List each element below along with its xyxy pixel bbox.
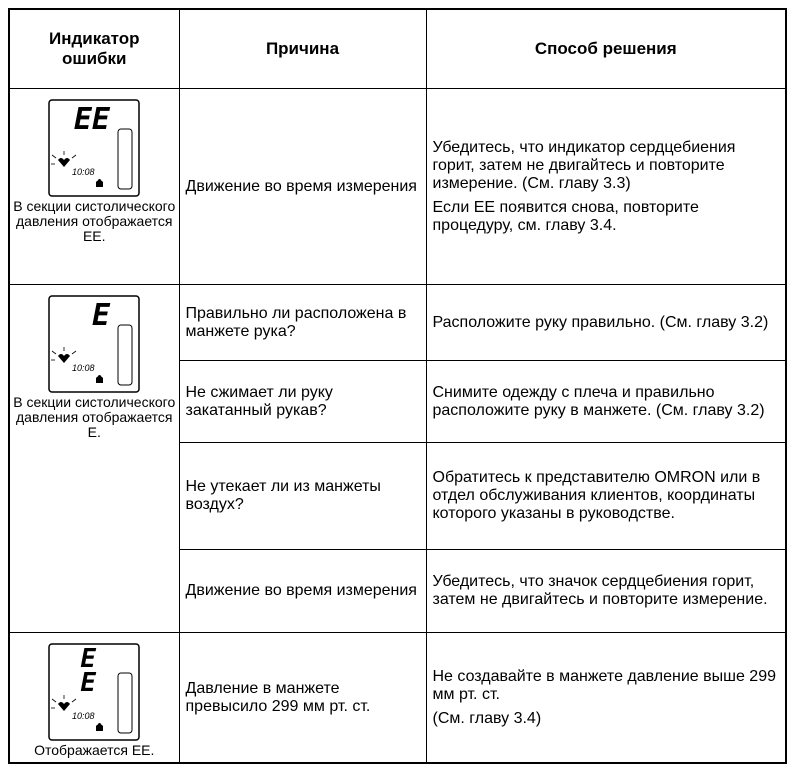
lcd-digits: E [81,644,97,674]
cause-cell: Давление в манжете превысило 299 мм рт. … [178,632,427,764]
lcd-display: E 10:08 [48,295,140,393]
solution-text: Убедитесь, что значок сердцебиения горит… [432,573,768,608]
error-table: Индикатор ошибки Причина Способ решения EE 1… [8,8,787,764]
indicator-cell: E E 10:08 Отображается EE. [8,632,180,764]
solution-cell: Убедитесь, что значок сердцебиения горит… [425,549,787,633]
heart-icon [58,158,71,167]
lcd-frame [48,99,140,197]
table-row: E E 10:08 Отображается EE. Давление в манжет… [8,632,787,764]
lcd-bar [117,672,133,734]
solution-cell: Расположите руку правильно. (См. главу 3… [425,284,787,361]
heart-icon [58,702,71,711]
cause-cell: Движение во время измерения [178,549,427,633]
lcd-frame [48,295,140,393]
solution-cell: Убедитесь, что индикатор сердцебиения го… [425,88,787,285]
indicator-caption: В секции систолического давления отображ… [13,198,176,244]
solution-cell: Не создавайте в манжете давление выше 29… [425,632,787,764]
indicator-cell: EE 10:08 В секции систолического давления … [8,88,180,285]
solution-text: (См. главу 3.4) [432,709,542,727]
heart-ray [52,698,57,703]
table-row: Не утекает ли из манжеты воздух? Обратите… [9,442,787,550]
table-row: Не сжимает ли руку закатанный рукав? Сним… [9,360,787,443]
user-icon [96,179,104,187]
cause-cell: Не сжимает ли руку закатанный рукав? [178,360,427,443]
solution-text: Убедитесь, что индикатор сердцебиения го… [432,138,736,192]
heart-ray [52,350,57,355]
indicator-caption: В секции систолического давления отображ… [13,394,176,440]
heart-ray [72,154,77,159]
solution-text: Если EE появится снова, повторите процед… [432,198,699,234]
solution-cell: Снимите одежду с плеча и правильно распо… [425,360,787,443]
lcd-frame [48,643,140,741]
solution-text: Снимите одежду с плеча и правильно распо… [432,383,765,419]
lcd-time: 10:08 [72,167,95,177]
heart-ray [72,350,77,355]
lcd-digits: EE [74,102,111,137]
header-cell: Индикатор ошибки [8,8,180,89]
lcd-digits: E [92,298,111,333]
lcd-display: EE 10:08 [48,99,140,197]
user-icon [96,723,104,731]
header-row: Индикатор ошибки Причина Способ решения [8,8,787,89]
table-row: EE 10:08 В секции систолического давления … [8,88,787,285]
solution-text: Обратитесь к представителю OMRON или в о… [432,469,761,522]
header-cell: Причина [178,8,427,89]
heart-ray [72,698,77,703]
cause-cell: Не утекает ли из манжеты воздух? [178,442,427,550]
cause-cell: Движение во время измерения [178,88,427,285]
user-icon [96,375,104,383]
heart-icon [58,354,71,363]
table-row: E 10:08 В секции систолического давления о… [8,284,787,633]
indicator-cell: E 10:08 В секции систолического давления о… [8,284,180,633]
header-cell: Способ решения [425,8,787,89]
lcd-bar [117,128,133,190]
heart-ray [52,154,57,159]
lcd-time: 10:08 [72,363,95,373]
solution-cell: Обратитесь к представителю OMRON или в о… [425,442,787,550]
lcd-digits: E [81,668,97,698]
solution-text: Расположите руку правильно. (См. главу 3… [432,313,769,331]
indicator-caption: Отображается EE. [34,742,155,758]
solution-text: Не создавайте в манжете давление выше 29… [432,667,777,703]
cause-cell: Правильно ли расположена в манжете рука? [178,284,427,361]
lcd-display: EE 10:08 [48,643,140,741]
table-row: Движение во время измерения Убедитесь, чт… [9,549,787,633]
lcd-bar [117,324,133,386]
lcd-time: 10:08 [72,711,95,721]
